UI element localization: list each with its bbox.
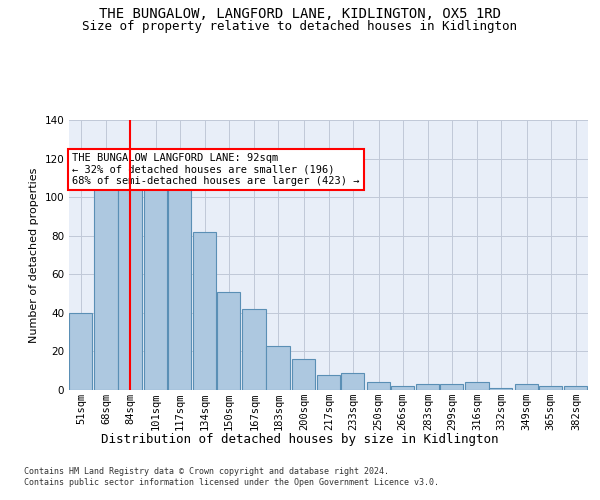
Bar xyxy=(317,374,340,390)
Bar xyxy=(367,382,390,390)
Bar xyxy=(217,292,240,390)
Bar xyxy=(341,372,364,390)
Bar xyxy=(466,382,488,390)
Bar xyxy=(242,309,266,390)
Bar xyxy=(94,182,118,390)
Bar xyxy=(564,386,587,390)
Text: THE BUNGALOW, LANGFORD LANE, KIDLINGTON, OX5 1RD: THE BUNGALOW, LANGFORD LANE, KIDLINGTON,… xyxy=(99,8,501,22)
Text: Size of property relative to detached houses in Kidlington: Size of property relative to detached ho… xyxy=(83,20,517,33)
Bar xyxy=(193,232,217,390)
Bar xyxy=(489,388,512,390)
Text: Distribution of detached houses by size in Kidlington: Distribution of detached houses by size … xyxy=(101,432,499,446)
Bar xyxy=(440,384,463,390)
Bar xyxy=(69,313,92,390)
Bar xyxy=(144,168,167,390)
Text: Contains HM Land Registry data © Crown copyright and database right 2024.
Contai: Contains HM Land Registry data © Crown c… xyxy=(24,468,439,487)
Text: THE BUNGALOW LANGFORD LANE: 92sqm
← 32% of detached houses are smaller (196)
68%: THE BUNGALOW LANGFORD LANE: 92sqm ← 32% … xyxy=(72,153,359,186)
Bar xyxy=(515,384,538,390)
Y-axis label: Number of detached properties: Number of detached properties xyxy=(29,168,39,342)
Bar xyxy=(292,359,315,390)
Bar xyxy=(168,170,191,390)
Bar xyxy=(118,164,142,390)
Bar xyxy=(416,384,439,390)
Bar xyxy=(266,346,290,390)
Bar xyxy=(539,386,562,390)
Bar xyxy=(391,386,414,390)
